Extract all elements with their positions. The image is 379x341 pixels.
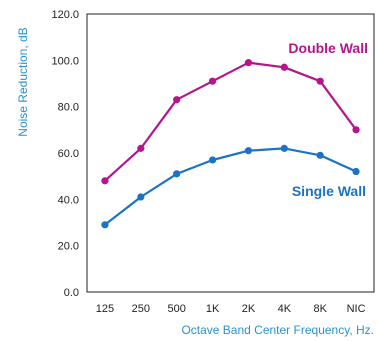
x-tick-label: 4K — [278, 303, 292, 315]
x-tick-label: 8K — [313, 303, 327, 315]
series-line-single-wall — [104, 147, 357, 226]
data-point-double-wall — [137, 144, 145, 152]
data-point-double-wall — [280, 63, 288, 71]
data-point-double-wall — [244, 59, 253, 67]
data-point-single-wall — [316, 151, 324, 159]
x-tick-label: NIC — [347, 303, 366, 315]
series-label-double-wall: Double Wall — [288, 40, 368, 56]
data-point-double-wall — [316, 77, 324, 85]
data-point-double-wall — [352, 126, 360, 134]
y-axis-title: Noise Reduction, dB — [16, 27, 30, 136]
x-axis-title: Octave Band Center Frequency, Hz. — [181, 323, 374, 337]
data-point-single-wall — [280, 144, 288, 152]
x-axis-ticks: 125 250 500 1K 2K 4K 8K NIC — [96, 303, 366, 315]
y-tick-label: 80.0 — [58, 102, 79, 114]
x-tick-label: 2K — [242, 303, 256, 315]
series-label-single-wall: Single Wall — [292, 183, 366, 199]
y-tick-label: 120.0 — [51, 9, 79, 21]
y-tick-label: 60.0 — [58, 148, 79, 160]
data-point-single-wall — [244, 147, 253, 155]
series-line-double-wall — [104, 61, 357, 182]
y-axis-ticks: 0.0 20.0 40.0 60.0 80.0 100.0 120.0 — [51, 9, 79, 299]
data-point-double-wall — [208, 77, 217, 85]
data-point-double-wall — [173, 96, 181, 104]
y-tick-label: 40.0 — [58, 194, 79, 206]
data-point-single-wall — [208, 156, 217, 164]
data-point-single-wall — [137, 193, 145, 201]
x-tick-label: 500 — [168, 303, 186, 315]
y-tick-label: 0.0 — [64, 287, 79, 299]
data-point-single-wall — [173, 170, 181, 178]
x-tick-label: 250 — [132, 303, 150, 315]
y-tick-label: 20.0 — [58, 241, 79, 253]
data-point-double-wall — [101, 177, 109, 185]
plot-area-frame — [86, 13, 375, 293]
data-point-single-wall — [101, 221, 109, 229]
x-tick-label: 1K — [206, 303, 220, 315]
data-point-single-wall — [352, 167, 360, 176]
series-layer — [101, 59, 360, 229]
y-tick-label: 100.0 — [51, 55, 79, 67]
x-tick-label: 125 — [96, 303, 114, 315]
